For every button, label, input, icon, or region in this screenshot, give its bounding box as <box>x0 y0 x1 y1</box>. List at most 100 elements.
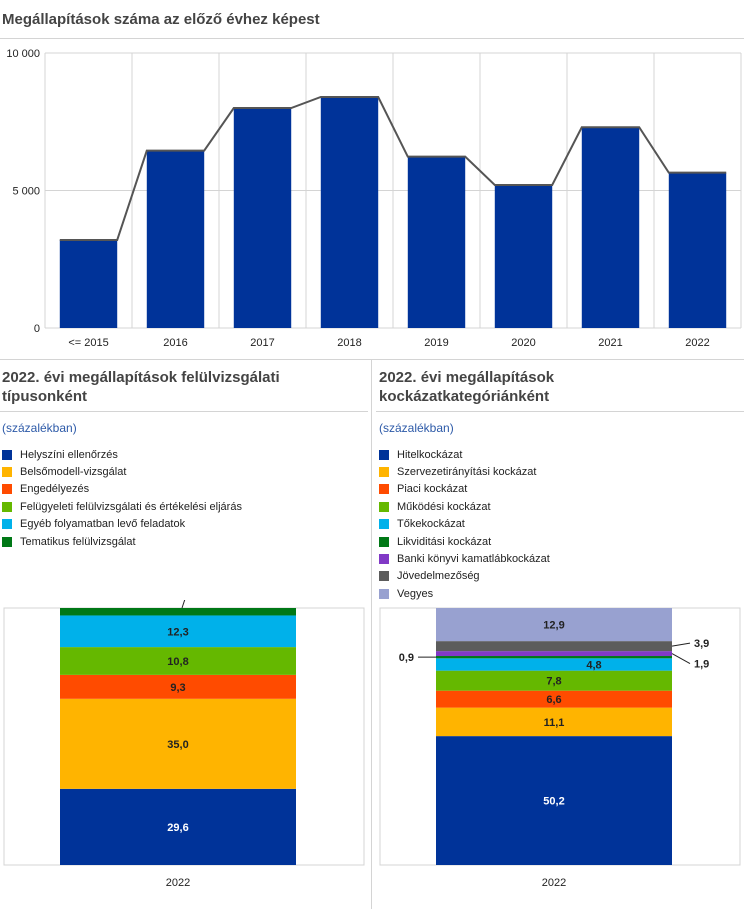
legend-swatch <box>379 588 389 599</box>
legend-item: Szervezetirányítási kockázat <box>379 463 550 480</box>
legend-item: Belsőmodell-vizsgálat <box>2 463 242 480</box>
legend-swatch <box>379 484 389 495</box>
legend-label: Helyszíni ellenőrzés <box>20 448 118 461</box>
x-tick-label: 2022 <box>685 337 709 349</box>
data-label: 10,8 <box>167 656 188 668</box>
top-chart-title: Megállapítások száma az előző évhez képe… <box>2 11 320 28</box>
stack-segment <box>60 698 296 789</box>
data-label: 35,0 <box>167 739 188 751</box>
divider <box>0 359 744 360</box>
legend-item: Helyszíni ellenőrzés <box>2 446 242 463</box>
legend-item: Tőkekockázat <box>379 516 550 533</box>
left-title-line1: 2022. évi megállapítások felülvizsgálati <box>2 369 280 386</box>
label-leader <box>671 653 691 665</box>
bar <box>320 97 379 328</box>
legend-label: Banki könyvi kamatlábkockázat <box>397 553 550 566</box>
data-label: 50,2 <box>543 796 564 808</box>
right-legend: Hitelkockázat Szervezetirányítási kockáza… <box>379 446 550 603</box>
data-label: 1,9 <box>694 659 709 671</box>
legend-swatch <box>379 571 389 582</box>
right-chart: 2022 50,2 11,1 6,6 7,8 4,8 0,9 1,9 3,9 12,9 <box>379 607 741 889</box>
x-tick-label: 2016 <box>163 337 187 349</box>
legend-item: Banki könyvi kamatlábkockázat <box>379 550 550 567</box>
legend-item: Likviditási kockázat <box>379 533 550 550</box>
right-title-line1: 2022. évi megállapítások <box>379 369 555 386</box>
data-label: 0,9 <box>399 652 414 664</box>
legend-label: Egyéb folyamatban levő feladatok <box>20 518 186 531</box>
stack-segment <box>60 615 296 648</box>
left-panel-title: 2022. évi megállapítások felülvizsgálati… <box>2 368 280 406</box>
stack-segment <box>436 658 672 671</box>
x-tick-label: <= 2015 <box>68 337 108 349</box>
legend-label: Tőkekockázat <box>397 518 465 531</box>
legend-item: Jövedelmezőség <box>379 568 550 585</box>
left-subtitle: (százalékban) <box>2 421 77 435</box>
legend-label: Szervezetirányítási kockázat <box>397 466 537 479</box>
bar <box>668 172 727 328</box>
legend-label: Tematikus felülvizsgálat <box>20 535 136 548</box>
legend-swatch <box>2 449 12 460</box>
legend-swatch <box>379 501 389 512</box>
x-tick-label: 2018 <box>337 337 361 349</box>
right-title-line2: kockázatkategóriánként <box>379 388 550 405</box>
x-tick-label: 2021 <box>598 337 622 349</box>
left-legend: Helyszíni ellenőrzés Belsőmodell-vizsgála… <box>2 446 242 550</box>
label-leader <box>671 642 691 647</box>
data-label: 3,9 <box>694 638 709 650</box>
stack-segment <box>436 641 672 652</box>
divider <box>0 411 368 412</box>
right-subtitle: (százalékban) <box>379 421 454 435</box>
legend-swatch <box>2 519 12 530</box>
legend-label: Likviditási kockázat <box>397 535 492 548</box>
legend-swatch <box>379 449 389 460</box>
legend-swatch <box>2 501 12 512</box>
stack-segment <box>436 707 672 737</box>
data-label: 12,9 <box>543 620 564 632</box>
y-tick-label: 0 <box>34 323 40 335</box>
stack-segment <box>60 674 296 699</box>
legend-swatch <box>379 519 389 530</box>
legend-swatch <box>379 554 389 565</box>
legend-label: Működési kockázat <box>397 500 491 513</box>
x-tick-label: 2017 <box>250 337 274 349</box>
legend-item: Tematikus felülvizsgálat <box>2 533 242 550</box>
bar <box>146 150 205 328</box>
stack-segment <box>60 647 296 675</box>
stack-segment <box>60 608 296 616</box>
stack-segment <box>436 651 672 657</box>
bar <box>581 127 640 328</box>
label-leader <box>181 600 186 609</box>
legend-item: Vegyes <box>379 585 550 602</box>
stack-segment <box>436 608 672 642</box>
x-tick-label: 2019 <box>424 337 448 349</box>
legend-item: Hitelkockázat <box>379 446 550 463</box>
legend-swatch <box>379 467 389 478</box>
right-panel-title: 2022. évi megállapítások kockázatkategór… <box>379 368 554 406</box>
data-label: 12,3 <box>167 626 188 638</box>
stack-segment <box>436 670 672 691</box>
data-label: 7,8 <box>546 676 561 688</box>
data-label: 4,8 <box>586 659 601 671</box>
x-tick-label: 2022 <box>166 877 190 889</box>
stack-segment <box>60 788 296 865</box>
legend-label: Belsőmodell-vizsgálat <box>20 466 127 479</box>
x-tick-label: 2022 <box>542 877 566 889</box>
legend-label: Piaci kockázat <box>397 483 468 496</box>
data-label: 11,1 <box>544 717 565 729</box>
stack-segment <box>436 690 672 708</box>
legend-label: Felügyeleti felülvizsgálati és értékelés… <box>20 500 242 513</box>
divider <box>376 411 744 412</box>
connecting-line <box>59 96 727 241</box>
legend-label: Engedélyezés <box>20 483 90 496</box>
left-title-line2: típusonként <box>2 388 87 405</box>
legend-label: Vegyes <box>397 587 434 600</box>
data-label: 9,3 <box>170 682 185 694</box>
divider <box>0 38 744 39</box>
legend-item: Engedélyezés <box>2 481 242 498</box>
data-label: 6,6 <box>546 694 561 706</box>
bar <box>407 156 466 328</box>
panel-separator <box>371 360 372 909</box>
legend-item: Egyéb folyamatban levő feladatok <box>2 516 242 533</box>
legend-swatch <box>379 536 389 547</box>
